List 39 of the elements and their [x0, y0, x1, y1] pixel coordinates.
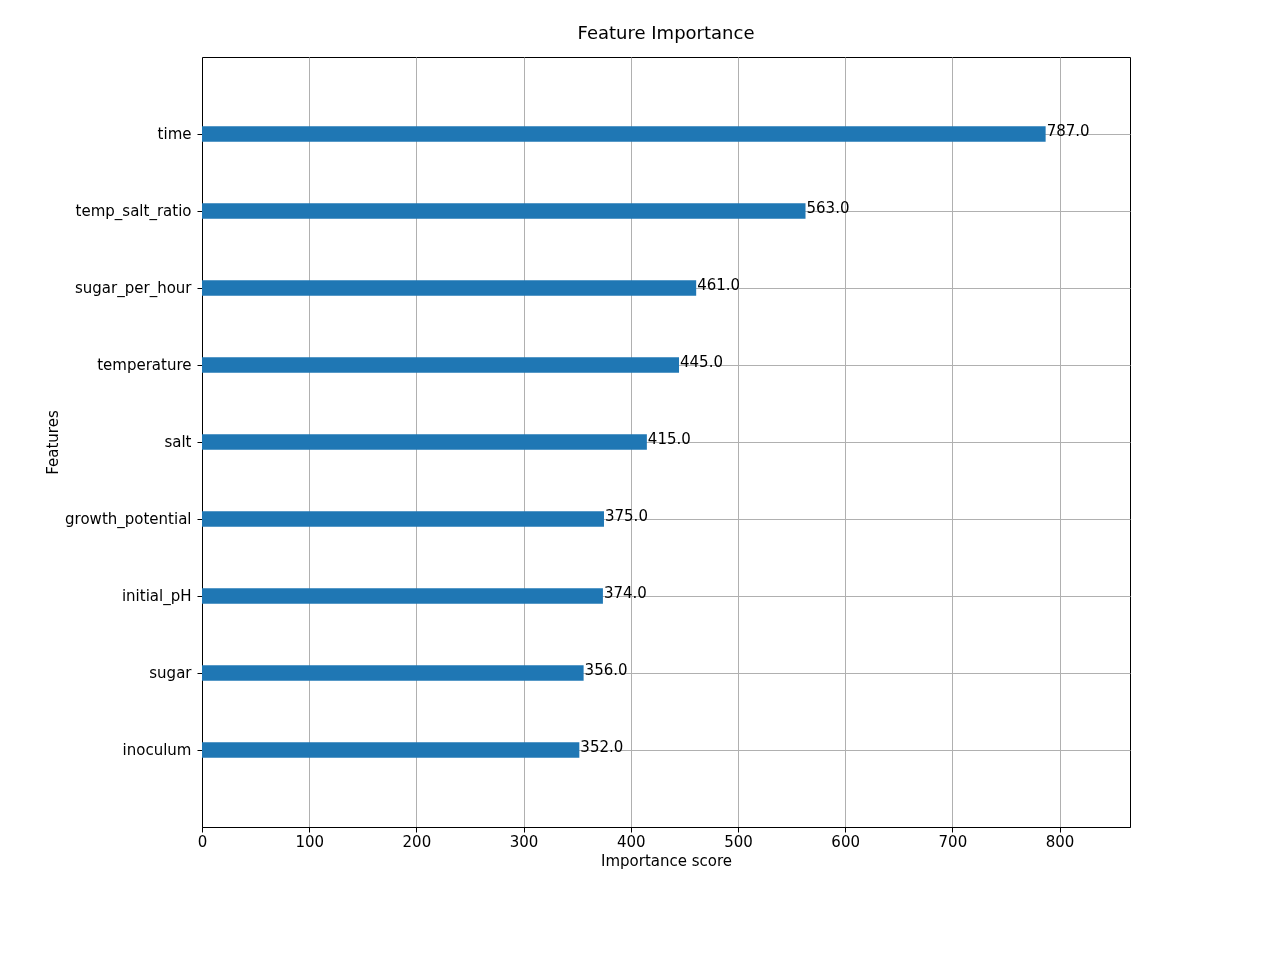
bar — [202, 742, 580, 758]
x-axis-title: Importance score — [600, 851, 733, 870]
data-label: 445.0 — [680, 353, 723, 371]
data-label: 415.0 — [647, 430, 691, 448]
y-axis-title: Features — [44, 410, 63, 475]
x-tick-label: 100 — [295, 832, 325, 851]
y-tick-label: initial_pH — [121, 587, 192, 606]
data-label: 461.0 — [697, 276, 741, 294]
bar — [202, 434, 647, 450]
data-label: 356.0 — [584, 661, 628, 679]
y-tick-label: growth_potential — [65, 510, 192, 529]
y-tick-label: time — [157, 125, 192, 143]
y-tick-label: sugar — [149, 664, 193, 682]
y-tick-label: temp_salt_ratio — [75, 202, 192, 221]
x-tick-label: 300 — [509, 832, 539, 851]
bar — [202, 665, 584, 681]
x-tick-label: 700 — [938, 832, 968, 851]
data-label: 787.0 — [1046, 122, 1090, 140]
bar — [202, 126, 1046, 142]
x-tick-label: 200 — [402, 832, 432, 851]
y-tick-label: salt — [164, 433, 192, 451]
data-label: 352.0 — [580, 738, 624, 756]
x-tick-label: 800 — [1045, 832, 1075, 851]
bar — [202, 203, 806, 219]
y-tick-label: sugar_per_hour — [75, 279, 193, 298]
data-label: 375.0 — [604, 507, 648, 525]
data-label: 563.0 — [806, 199, 850, 217]
y-tick-label: temperature — [97, 356, 192, 374]
chart-title: Feature Importance — [577, 22, 755, 43]
data-label: 374.0 — [603, 584, 647, 602]
bar — [202, 357, 680, 373]
x-tick-label: 600 — [831, 832, 860, 851]
bar — [202, 280, 697, 296]
bar — [202, 511, 604, 527]
bar — [202, 588, 603, 604]
x-tick-label: 400 — [616, 832, 646, 851]
x-tick-label: 500 — [724, 832, 753, 851]
y-tick-label: inoculum — [122, 741, 192, 759]
x-tick-label: 0 — [197, 832, 208, 851]
